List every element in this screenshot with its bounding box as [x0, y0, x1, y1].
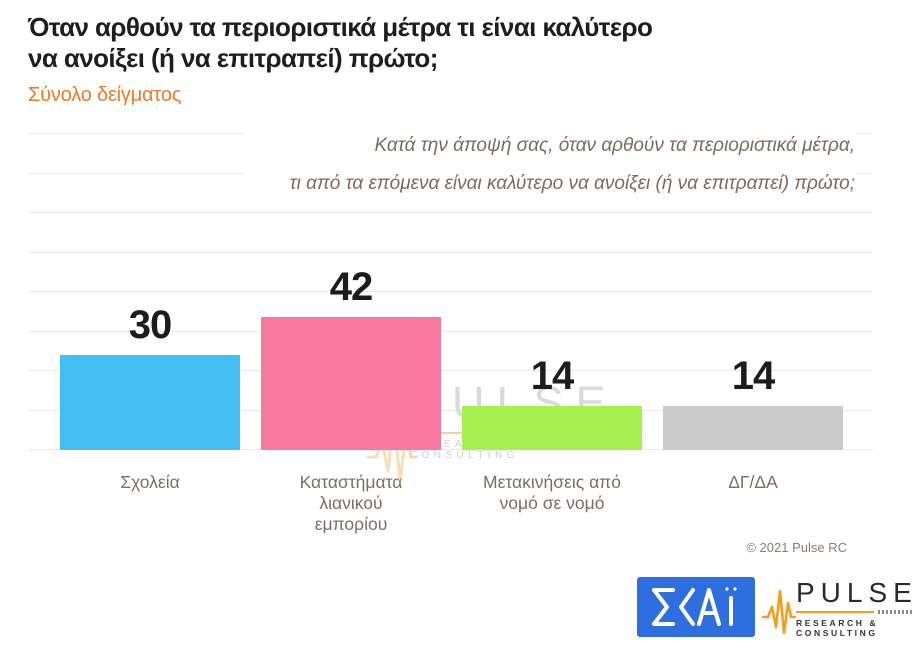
gridline — [28, 449, 873, 450]
bar-group-dkda: 14 — [663, 133, 843, 450]
bar-value-label: 30 — [128, 302, 172, 347]
survey-question: Κατά την άποψή σας, όταν αρθούν τα περιο… — [245, 127, 855, 207]
bar-group-travel: 14 — [462, 133, 642, 450]
page-title-line1: Όταν αρθούν τα περιοριστικά μέτρα τι είν… — [28, 12, 653, 42]
bar-value-label: 14 — [530, 353, 574, 398]
bar-value-label: 42 — [329, 264, 373, 309]
gridline — [28, 251, 873, 253]
gridline — [28, 330, 873, 332]
gridline — [28, 212, 873, 213]
gridline — [28, 409, 873, 411]
gridline — [28, 291, 873, 292]
bar-retail — [261, 316, 441, 450]
pulse-logo-brand: PULSE — [796, 577, 918, 608]
pulse-logo-tagline: RESEARCH & CONSULTING — [796, 618, 879, 638]
category-label-retail: Καταστήματα λιανικού εμπορίου — [299, 472, 403, 534]
gridline — [28, 370, 873, 371]
pulse-logo-waveform-icon — [762, 589, 796, 635]
category-label-travel: Μετακινήσεις από νομό σε νομό — [483, 472, 621, 513]
skai-logo — [637, 577, 755, 637]
skai-logo-letters — [652, 587, 737, 626]
bar-chart: PULSE RESEARCH & CONSULTING 30 42 14 14 — [28, 133, 873, 483]
survey-question-line1: Κατά την άποψή σας, όταν αρθούν τα περιο… — [374, 135, 855, 156]
bar-group-retail: 42 — [261, 133, 441, 450]
bar-travel — [462, 405, 642, 450]
pulse-logo-microtext — [878, 610, 912, 614]
category-label-dkda: ΔΓ/ΔΑ — [728, 472, 778, 492]
survey-question-line2: τι από τα επόμενα είναι καλύτερο να ανοί… — [289, 173, 855, 194]
bar-value-label: 14 — [731, 353, 775, 398]
pulse-logo: PULSE RESEARCH & CONSULTING — [762, 575, 918, 641]
bar-schools — [60, 354, 240, 450]
sample-subtitle: Σύνολο δείγματος — [28, 84, 182, 106]
bar-dkda — [663, 405, 843, 450]
pulse-logo-underline — [796, 611, 874, 613]
page-title-line2: να ανοίξει (ή να επιτραπεί) πρώτο; — [28, 43, 438, 73]
page-title: Όταν αρθούν τα περιοριστικά μέτρα τι είν… — [28, 12, 728, 74]
category-label-schools: Σχολεία — [120, 472, 180, 492]
bar-group-schools: 30 — [60, 133, 240, 450]
copyright-note: © 2021 Pulse RC — [746, 540, 847, 555]
